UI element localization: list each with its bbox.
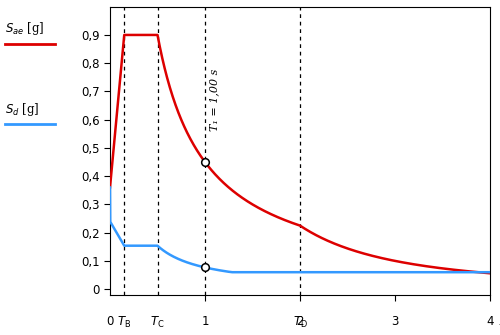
Text: 2: 2 [296,315,304,328]
Text: $S_d$ [g]: $S_d$ [g] [5,100,40,118]
Text: T₁ = 1,00 s: T₁ = 1,00 s [209,69,219,131]
Text: $S_{ae}$ [g]: $S_{ae}$ [g] [5,20,44,37]
Text: $T_\mathrm{D}$: $T_\mathrm{D}$ [292,315,308,330]
Text: $T$ [s]: $T$ [s] [498,321,500,335]
Text: 1: 1 [201,315,209,328]
Text: 4: 4 [486,315,494,328]
Text: $T_\mathrm{C}$: $T_\mathrm{C}$ [150,315,165,330]
Text: 0: 0 [106,315,114,328]
Text: 3: 3 [392,315,398,328]
Text: $T_\mathrm{B}$: $T_\mathrm{B}$ [117,315,132,330]
